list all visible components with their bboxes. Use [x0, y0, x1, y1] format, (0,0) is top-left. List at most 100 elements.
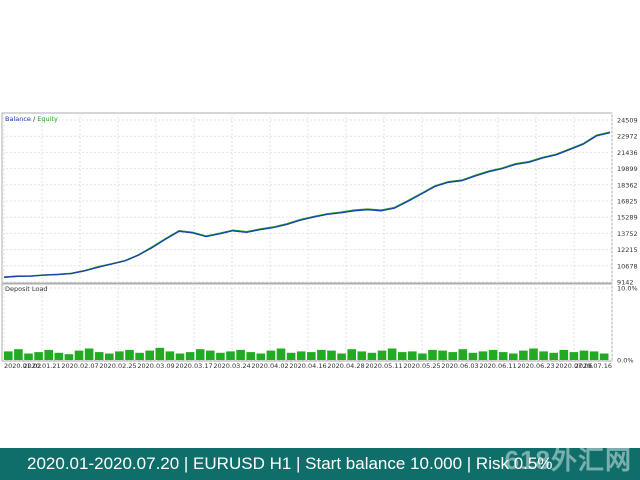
- x-tick-label: 2020.04.16: [289, 362, 326, 370]
- backtest-chart: 24509 22972 21436 19899 18362 16825 15289 13752…: [1, 112, 638, 370]
- deposit-load-bar: [74, 350, 84, 360]
- deposit-load-bar: [246, 352, 255, 360]
- deposit-load-bar: [549, 352, 558, 360]
- load-y-tick-label: 10.0%: [617, 285, 638, 293]
- deposit-load-bar: [206, 350, 215, 360]
- deposit-load-bar: [4, 351, 13, 360]
- deposit-load-bar: [559, 349, 569, 360]
- deposit-load-bar: [428, 349, 437, 360]
- deposit-load-bar: [175, 353, 185, 360]
- deposit-load-bar: [307, 352, 316, 360]
- main-panel-frame: [1, 112, 613, 284]
- deposit-load-panel: 10.0% 0.0% Deposit Load: [1, 283, 638, 365]
- summary-footer: 2020.01-2020.07.20 | EURUSD H1 | Start b…: [0, 448, 640, 480]
- deposit-load-bar: [357, 351, 367, 360]
- deposit-load-bar: [44, 349, 53, 360]
- x-tick-label: 2020.05.25: [403, 362, 440, 370]
- y-tick-label: 12215: [617, 246, 638, 254]
- deposit-load-bar: [337, 353, 346, 360]
- deposit-load-bar: [367, 352, 377, 360]
- deposit-load-bar: [296, 351, 306, 360]
- deposit-load-bar: [397, 352, 407, 360]
- balance-series-line: [3, 132, 611, 278]
- y-tick-label: 18362: [617, 181, 638, 189]
- x-tick-label: 2020.01.02: [4, 362, 41, 370]
- deposit-load-bar: [509, 353, 518, 360]
- deposit-load-bar: [448, 352, 457, 360]
- deposit-load-bar: [94, 352, 104, 360]
- x-tick-label: 2020.02.07: [61, 362, 98, 370]
- deposit-load-bar: [185, 352, 195, 360]
- y-tick-label: 9142: [617, 279, 634, 287]
- deposit-load-bar: [589, 351, 599, 360]
- deposit-load-bar: [24, 353, 33, 360]
- deposit-load-bar: [84, 348, 94, 360]
- deposit-load-bar: [14, 349, 23, 360]
- deposit-load-bar: [64, 354, 74, 360]
- watermark-logo: 618外汇网: [504, 445, 632, 475]
- deposit-load-bar: [579, 350, 589, 360]
- x-tick-label: 2020.03.24: [213, 362, 250, 370]
- x-tick-label: 2020.05.11: [365, 362, 402, 370]
- legend-separator: /: [31, 115, 37, 123]
- deposit-load-bar: [34, 352, 43, 360]
- deposit-load-bar: [599, 353, 609, 360]
- main-y-tick-labels: 24509 22972 21436 19899 18362 16825 15289 13752…: [617, 117, 638, 287]
- deposit-load-bar: [317, 349, 326, 360]
- y-tick-label: 10678: [617, 262, 638, 270]
- y-tick-label: 22972: [617, 133, 638, 141]
- load-y-tick-labels: 10.0% 0.0%: [617, 285, 638, 365]
- deposit-load-bar: [115, 351, 124, 360]
- deposit-load-bar: [54, 352, 64, 360]
- deposit-load-bar: [105, 353, 114, 360]
- y-tick-label: 13752: [617, 230, 638, 238]
- deposit-load-bar: [387, 348, 397, 360]
- deposit-load-bar: [276, 348, 286, 360]
- deposit-load-bar: [488, 349, 498, 360]
- x-tick-label: 2020.04.02: [251, 362, 288, 370]
- y-tick-label: 16825: [617, 198, 638, 206]
- main-grid: [2, 113, 613, 283]
- x-tick-label: 2020.07.16: [575, 362, 612, 370]
- deposit-load-bar: [226, 351, 235, 360]
- deposit-load-bar: [418, 353, 427, 360]
- deposit-load-bars: [4, 347, 609, 360]
- y-tick-label: 21436: [617, 149, 638, 157]
- deposit-load-bar: [145, 350, 154, 360]
- legend-balance: Balance: [5, 115, 31, 123]
- deposit-load-bar: [347, 349, 356, 360]
- deposit-load-bar: [468, 352, 478, 360]
- chart-legend: Balance / Equity: [5, 115, 58, 123]
- deposit-load-bar: [498, 352, 508, 360]
- deposit-load-bar: [125, 349, 134, 360]
- x-tick-label: 2020.04.28: [327, 362, 364, 370]
- deposit-load-bar: [519, 350, 528, 360]
- deposit-load-bar: [458, 349, 468, 360]
- deposit-load-title: Deposit Load: [5, 285, 48, 293]
- footer-summary-text: 2020.01-2020.07.20 | EURUSD H1 | Start b…: [27, 454, 553, 473]
- x-tick-label: 2020.03.09: [137, 362, 174, 370]
- deposit-load-bar: [569, 352, 579, 360]
- y-tick-label: 24509: [617, 117, 638, 125]
- load-panel-frame: [1, 283, 613, 362]
- x-tick-label: 2020.01.21: [23, 362, 60, 370]
- legend-equity: Equity: [37, 115, 58, 123]
- deposit-load-bar: [135, 352, 144, 360]
- deposit-load-bar: [529, 348, 538, 360]
- deposit-load-bar: [478, 351, 488, 360]
- x-tick-label: 2020.03.17: [175, 362, 212, 370]
- deposit-load-bar: [408, 351, 417, 360]
- y-tick-label: 19899: [617, 165, 638, 173]
- x-tick-label: 2020.02.25: [99, 362, 136, 370]
- deposit-load-bar: [256, 353, 266, 360]
- x-tick-label: 2020.07.06: [555, 362, 592, 370]
- y-tick-label: 15289: [617, 214, 638, 222]
- deposit-load-bar: [266, 350, 276, 360]
- balance-equity-panel: 24509 22972 21436 19899 18362 16825 15289 13752…: [1, 112, 638, 287]
- deposit-load-bar: [438, 350, 447, 360]
- deposit-load-bar: [165, 351, 175, 360]
- deposit-load-bar: [236, 349, 245, 360]
- deposit-load-bar: [195, 349, 205, 360]
- deposit-load-bar: [377, 350, 387, 360]
